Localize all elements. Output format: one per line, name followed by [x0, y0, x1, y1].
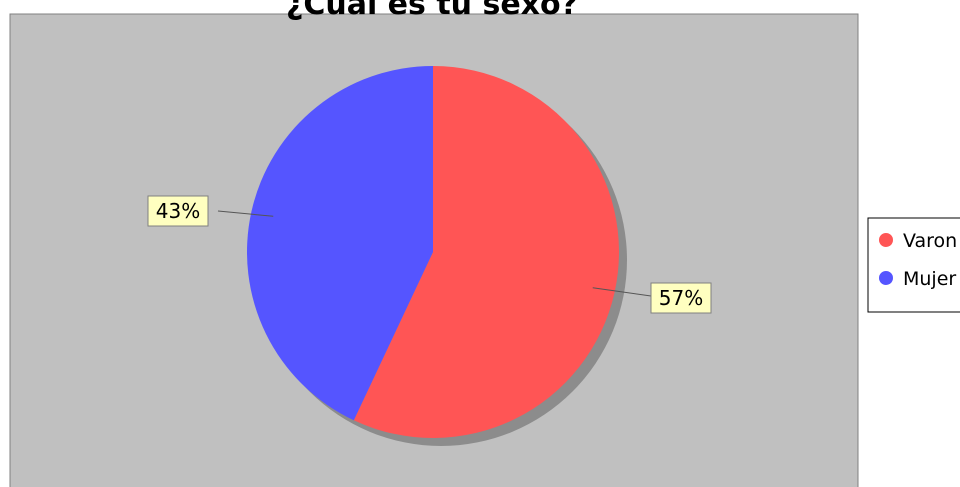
- data-label-box-mujer: [147, 195, 209, 227]
- data-label-varon: 57%: [659, 286, 703, 310]
- data-label-mujer: 43%: [156, 199, 200, 223]
- legend-label-mujer: Mujer: [903, 268, 956, 290]
- pie-slices: [246, 66, 619, 438]
- pie-labels: 57% 43%: [147, 195, 712, 314]
- leader-line-varon: [592, 287, 652, 297]
- pie-slice-varon: [353, 66, 619, 438]
- legend-marker-varon: [879, 233, 893, 247]
- pie-slice-mujer: [246, 66, 433, 421]
- legend: Varon Mujer: [867, 217, 960, 313]
- legend-label-varon: Varon: [903, 230, 957, 252]
- leader-line-mujer: [217, 210, 274, 217]
- data-label-box-varon: [650, 282, 712, 314]
- legend-marker-mujer: [879, 271, 893, 285]
- chart-title: ¿Cuál es tu sexo?: [286, 0, 578, 22]
